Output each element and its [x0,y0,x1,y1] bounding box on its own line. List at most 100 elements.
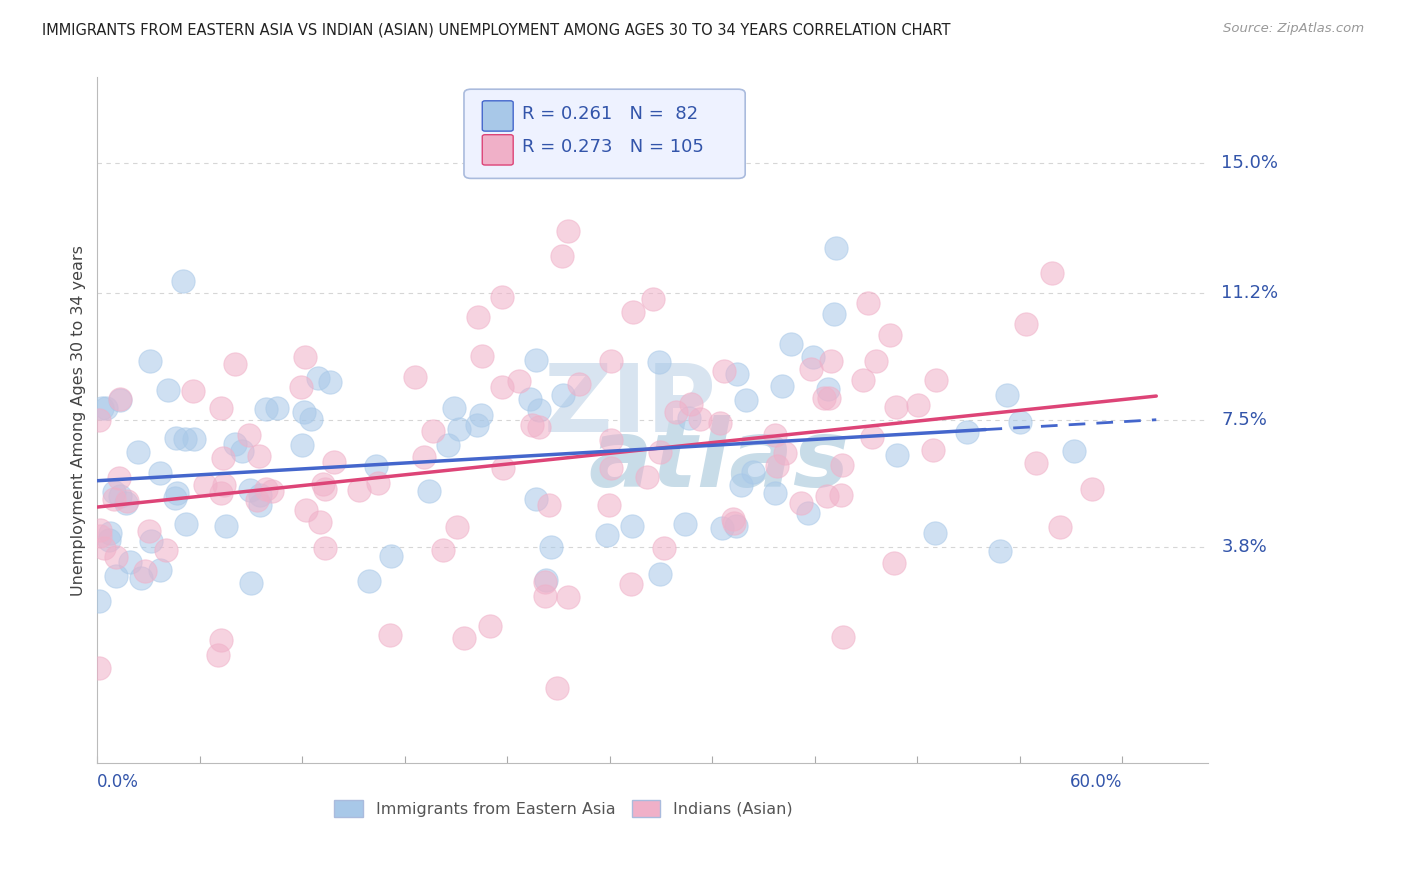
Point [681,397,703,411]
Point [366,458,388,473]
Point [648,355,671,369]
Point [239,576,262,591]
Point [231,444,253,458]
Point [138,524,160,538]
Text: ZIP: ZIP [544,360,717,452]
Point [534,589,557,603]
Point [254,401,277,416]
Point [790,496,813,510]
Point [600,461,623,475]
Point [114,496,136,510]
Point [115,494,138,508]
Point [820,354,842,368]
Point [107,471,129,485]
Point [557,591,579,605]
Point [446,520,468,534]
Point [174,516,197,531]
Point [470,408,492,422]
Point [141,534,163,549]
Point [537,498,560,512]
Point [299,412,322,426]
Point [247,450,270,464]
Point [103,485,125,500]
Point [105,569,128,583]
Point [1081,482,1104,496]
Point [291,438,314,452]
Point [925,373,948,387]
Y-axis label: Unemployment Among Ages 30 to 34 years: Unemployment Among Ages 30 to 34 years [72,244,86,596]
Point [879,327,901,342]
Point [413,450,436,464]
Point [224,357,246,371]
Point [1008,415,1031,429]
Point [108,392,131,407]
Point [432,543,454,558]
Point [239,483,262,497]
Text: 15.0%: 15.0% [1222,154,1278,172]
Point [508,374,530,388]
Point [131,571,153,585]
Point [294,350,316,364]
Text: 7.5%: 7.5% [1222,411,1267,429]
Point [770,379,793,393]
Point [418,483,440,498]
Point [491,291,513,305]
Point [254,482,277,496]
Point [526,491,548,506]
Point [534,575,557,590]
Point [471,349,494,363]
Point [600,354,623,368]
Point [540,540,562,554]
Point [91,401,114,416]
Point [763,486,786,500]
Point [721,512,744,526]
Point [995,388,1018,402]
Point [127,445,149,459]
Point [817,382,839,396]
Point [524,353,547,368]
Point [678,410,700,425]
Point [780,337,803,351]
Point [108,489,131,503]
Point [166,485,188,500]
Point [172,274,194,288]
Point [165,431,187,445]
Point [723,516,745,530]
Point [852,373,875,387]
Point [118,555,141,569]
Point [479,619,502,633]
Point [465,417,488,432]
Point [266,401,288,416]
Point [825,241,848,255]
Point [641,293,664,307]
Point [823,307,845,321]
Text: R = 0.261   N =  82: R = 0.261 N = 82 [522,105,697,123]
Point [443,401,465,416]
Point [553,388,575,402]
Point [314,541,336,555]
Point [319,375,342,389]
Point [447,422,470,436]
Point [437,438,460,452]
Point [773,446,796,460]
Point [156,383,179,397]
Point [183,432,205,446]
Point [347,483,370,498]
Point [246,492,269,507]
Point [725,518,748,533]
Point [215,519,238,533]
Point [98,533,121,547]
Point [181,384,204,399]
Point [148,466,170,480]
Point [689,411,711,425]
Point [621,304,644,318]
Point [94,401,117,415]
Point [103,491,125,506]
Point [886,448,908,462]
Point [956,425,979,439]
Point [546,681,568,695]
Point [314,483,336,497]
Point [830,488,852,502]
Point [89,529,111,543]
Point [598,498,620,512]
